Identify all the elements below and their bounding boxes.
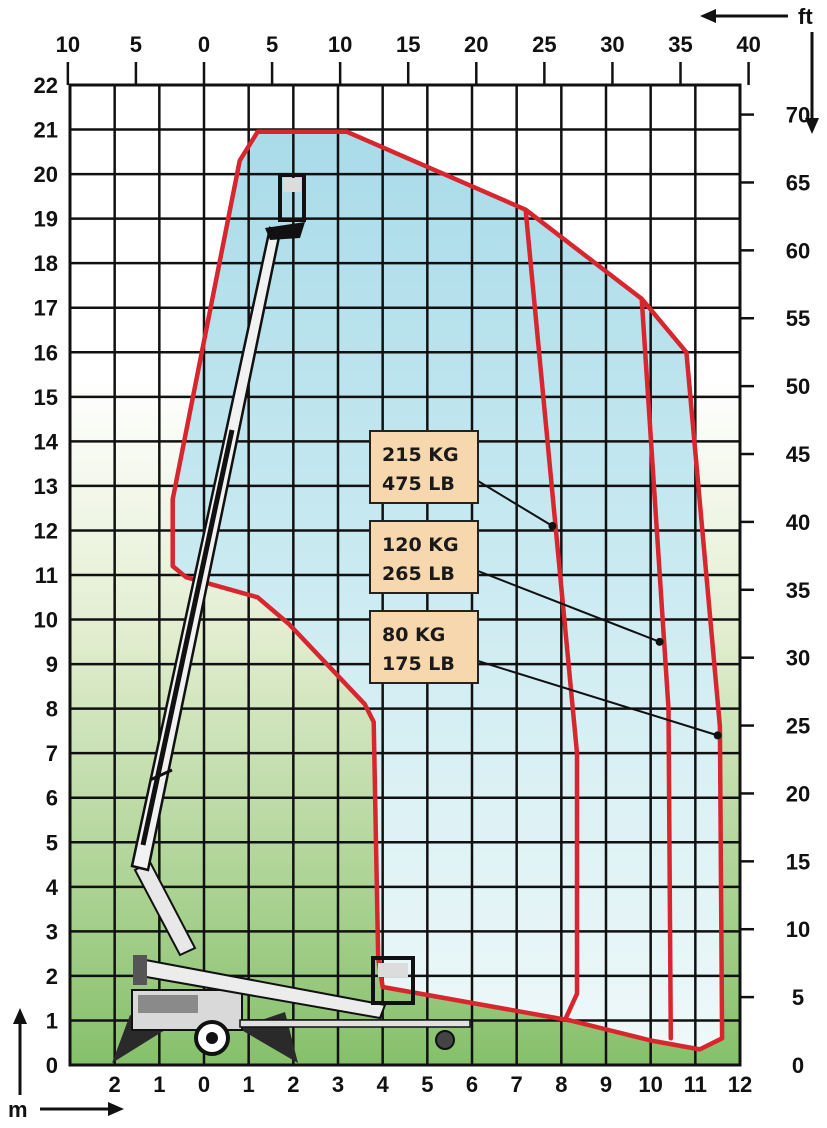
y-tick-label-ft: 50 — [786, 374, 810, 399]
x-tick-label-m: 4 — [377, 1072, 390, 1097]
x-tick-label-ft: 15 — [396, 32, 420, 57]
y-tick-label-ft: 65 — [786, 170, 810, 195]
y-tick-label-ft: 55 — [786, 306, 810, 331]
x-tick-label-ft: 5 — [266, 32, 278, 57]
y-tick-label-m: 8 — [46, 697, 58, 722]
reach-curve-3 — [523, 207, 580, 1021]
x-tick-label-m: 7 — [511, 1072, 523, 1097]
y-tick-label-m: 13 — [34, 474, 58, 499]
pointer-dot — [655, 637, 664, 646]
reach-curves — [170, 129, 725, 1052]
y-tick-label-m: 15 — [34, 385, 58, 410]
x-tick-label-m: 3 — [332, 1072, 344, 1097]
y-tick-label-m: 7 — [46, 741, 58, 766]
load-label-box — [369, 610, 479, 684]
y-tick-label-m: 2 — [46, 964, 58, 989]
x-tick-label-m: 2 — [109, 1072, 121, 1097]
pointer-line — [477, 570, 660, 643]
load-label-lb: 175 LB — [382, 653, 455, 675]
y-tick-label-m: 18 — [34, 251, 58, 276]
y-tick-label-ft: 30 — [786, 646, 810, 671]
y-tick-label-m: 12 — [34, 518, 58, 543]
y-tick-label-ft: 20 — [786, 781, 810, 806]
x-tick-label-ft: 10 — [328, 32, 352, 57]
load-label-kg: 215 KG — [382, 444, 459, 466]
load-label-box — [369, 520, 479, 594]
load-capacity-labels: 215 KG 475 LB 120 KG 265 LB 80 KG 175 LB — [369, 430, 722, 740]
load-label-lb: 475 LB — [382, 473, 455, 495]
y-tick-label-m: 6 — [46, 786, 58, 811]
x-tick-label-ft: 40 — [736, 32, 760, 57]
metric-unit-indicator: m — [8, 1008, 124, 1122]
y-tick-label-m: 5 — [46, 830, 58, 855]
pointer-line — [477, 480, 553, 527]
y-tick-label-m: 22 — [34, 73, 58, 98]
pointer-dot — [548, 522, 557, 530]
y-tick-label-m: 19 — [34, 207, 58, 232]
ft-unit-label: ft — [798, 4, 813, 29]
load-label-kg: 80 KG — [382, 624, 445, 646]
x-tick-label-m: 8 — [555, 1072, 567, 1097]
y-tick-label-m: 14 — [34, 429, 59, 454]
load-label-box — [369, 430, 479, 504]
y-tick-label-m: 0 — [46, 1053, 58, 1078]
x-tick-label-ft: 5 — [130, 32, 142, 57]
y-tick-label-m: 9 — [46, 652, 58, 677]
grid-lines — [70, 85, 740, 1065]
pointer-dot — [713, 731, 722, 740]
y-axis-ticks-feet: 0 5 10 15 20 25 30 35 40 45 50 55 60 65 70 — [740, 103, 810, 1078]
y-tick-label-ft: 40 — [786, 510, 810, 535]
y-tick-label-m: 16 — [34, 340, 58, 365]
boom-lift-illustration — [112, 173, 471, 1063]
y-tick-label-m: 11 — [35, 563, 58, 588]
x-tick-label-m: 12 — [728, 1072, 752, 1097]
y-tick-label-ft: 70 — [786, 103, 810, 128]
x-tick-label-m: 9 — [600, 1072, 612, 1097]
y-tick-label-m: 21 — [34, 118, 58, 143]
x-tick-label-m: 0 — [198, 1072, 210, 1097]
plot-border — [68, 83, 742, 1067]
y-tick-label-ft: 10 — [786, 917, 810, 942]
feet-unit-indicator: ft — [700, 4, 819, 134]
load-label-lb: 265 LB — [382, 563, 455, 585]
x-tick-label-m: 11 — [684, 1072, 707, 1097]
y-tick-label-ft: 25 — [786, 714, 810, 739]
x-tick-label-m: 5 — [421, 1072, 433, 1097]
y-tick-label-m: 3 — [46, 919, 58, 944]
y-tick-label-ft: 5 — [792, 985, 804, 1010]
m-unit-label: m — [8, 1097, 28, 1122]
y-tick-label-ft: 45 — [786, 442, 810, 467]
x-tick-label-m: 1 — [153, 1072, 165, 1097]
x-tick-label-ft: 10 — [56, 32, 80, 57]
pointer-line — [477, 660, 718, 737]
x-tick-label-m: 1 — [243, 1072, 255, 1097]
x-tick-label-ft: 35 — [668, 32, 692, 57]
x-tick-label-ft: 20 — [464, 32, 488, 57]
y-tick-label-ft: 0 — [792, 1053, 804, 1078]
x-tick-label-ft: 30 — [600, 32, 624, 57]
y-tick-label-m: 4 — [46, 875, 59, 900]
y-tick-label-ft: 15 — [786, 849, 810, 874]
reach-curve-2 — [639, 296, 674, 1041]
x-tick-label-m: 10 — [638, 1072, 662, 1097]
x-tick-label-ft: 0 — [198, 32, 210, 57]
y-tick-label-ft: 60 — [786, 238, 810, 263]
x-axis-ticks-feet: 10 5 0 5 10 15 20 25 30 35 40 — [56, 32, 761, 85]
x-axis-ticks-metric: 2 1 0 1 2 3 4 5 6 7 8 9 10 11 12 — [109, 1072, 753, 1097]
y-tick-label-m: 17 — [34, 296, 58, 321]
y-tick-label-ft: 35 — [786, 578, 810, 603]
y-tick-label-m: 10 — [34, 608, 58, 633]
y-tick-label-m: 20 — [34, 162, 58, 187]
x-tick-label-m: 6 — [466, 1072, 478, 1097]
x-tick-label-ft: 25 — [532, 32, 556, 57]
load-label-kg: 120 KG — [382, 534, 459, 556]
y-tick-label-m: 1 — [46, 1008, 58, 1033]
x-tick-label-m: 2 — [287, 1072, 299, 1097]
reach-curve-1 — [170, 129, 725, 1052]
